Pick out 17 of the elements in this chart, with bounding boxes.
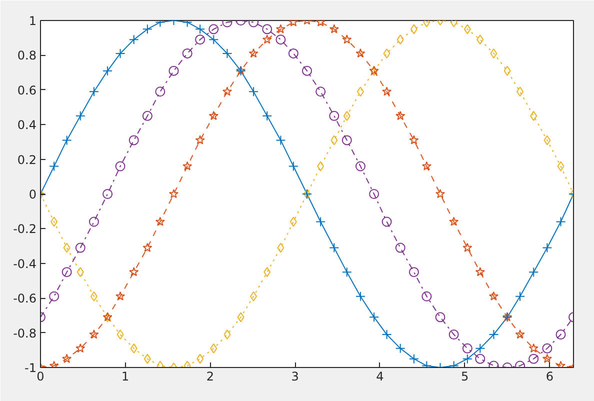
x-tick-label: 4 bbox=[376, 370, 384, 384]
y-tick-label: 0 bbox=[28, 188, 37, 202]
y-tick-label: 0.8 bbox=[17, 48, 37, 63]
y-tick-label: -0.4 bbox=[13, 256, 37, 271]
y-tick-label: -0.2 bbox=[13, 222, 37, 236]
x-tick-label: 2 bbox=[206, 370, 214, 384]
x-tick-label: 1 bbox=[122, 370, 130, 384]
y-tick-label: 0.6 bbox=[17, 83, 37, 98]
x-tick-label: 6 bbox=[546, 370, 554, 384]
y-tick-label: 0.2 bbox=[17, 152, 37, 167]
y-tick-label: -0.8 bbox=[13, 326, 37, 340]
y-tick-label: -0.6 bbox=[13, 292, 37, 306]
y-tick-label: -1 bbox=[24, 361, 37, 375]
x-tick-label: 5 bbox=[461, 370, 469, 384]
y-tick-label: 0.4 bbox=[17, 118, 37, 132]
y-tick-label: 1 bbox=[28, 14, 37, 28]
x-tick-label: 3 bbox=[291, 370, 299, 384]
